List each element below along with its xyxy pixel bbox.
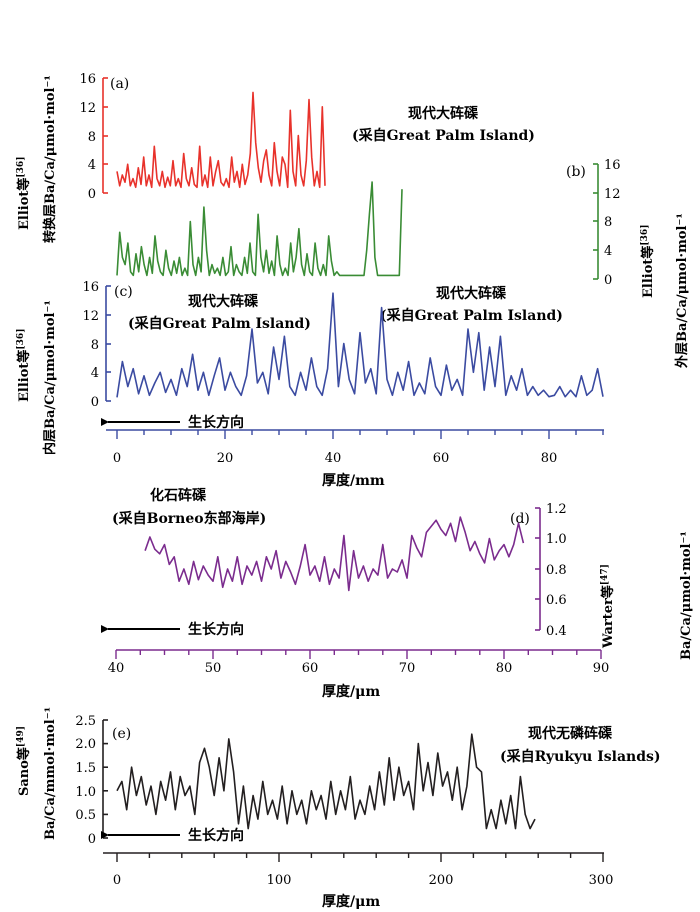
growth-direction-label-d: 生长方向 (188, 621, 244, 638)
panel-c-annotation-left-source: (采自Great Palm Island) (128, 315, 311, 332)
panel-a-ytick: 4 (88, 158, 96, 173)
panel-d-xtick: 90 (593, 661, 610, 676)
panel-a-ytick: 0 (88, 187, 96, 202)
panel-d-label: (d) (510, 511, 530, 527)
panel-e-ytick: 1.0 (75, 785, 96, 800)
panel-c-yaxis (105, 285, 111, 402)
panel-d-xtick: 50 (205, 661, 222, 676)
panel-c-ylabel: Elliot等[36] (16, 329, 32, 402)
panel-c-ytick: 0 (91, 395, 99, 410)
panel-e-ylabel: Sano等[49] (16, 726, 32, 796)
panel-d-ytick: 0.4 (546, 624, 567, 639)
panel-c-xtick: 40 (325, 451, 342, 466)
series-e-line (116, 733, 536, 830)
panel-b-ytick: 4 (604, 244, 612, 259)
panel-c-ytick: 16 (82, 280, 99, 295)
panel-d-yaxis (535, 507, 541, 631)
panel-d-xtick-marks (115, 650, 602, 659)
panel-e-xlabel: 厚度/μm (322, 893, 380, 910)
panel-e-xtick: 300 (589, 873, 614, 888)
panel-a-ylabel: Elliot等[36] (16, 157, 32, 230)
panel-c-xtick: 60 (433, 451, 450, 466)
panel-e-xtick: 0 (113, 873, 121, 888)
panel-c-label: (c) (114, 284, 133, 300)
panel-d-xtick: 80 (496, 661, 513, 676)
series-c-line (116, 292, 604, 398)
panel-b-ytick: 16 (604, 158, 621, 173)
panel-b: 0 4 8 12 16 (b) Elliot等[36] 外层Ba/Ca/μmol… (116, 158, 690, 369)
panel-d-annotation-source: (采自Borneo东部海岸) (112, 510, 266, 527)
panel-b-ytick: 0 (604, 273, 612, 288)
panel-e-annotation-source: (采自Ryukyu Islands) (500, 748, 661, 765)
panel-a-annotation-title: 现代大砗磲 (408, 105, 479, 122)
panel-c-xtick: 20 (217, 451, 234, 466)
panel-b-axis (593, 163, 599, 280)
panel-a-axis (102, 77, 108, 194)
panel-a-ytick: 16 (79, 72, 96, 87)
panel-d-annotation-title: 化石砗磲 (150, 487, 207, 504)
panel-c: 0 4 8 12 16 (c) Elliot等[36] 内层Ba/Ca/μmol… (16, 280, 604, 489)
panel-e-xtick-marks (116, 853, 604, 862)
series-d-line (144, 516, 525, 592)
panel-d-ylabel: Warter等[47] (600, 564, 616, 649)
panel-d-ytick: 1.2 (546, 502, 567, 517)
panel-e-yaxis (102, 719, 108, 839)
panel-e-label: (e) (112, 726, 131, 742)
panel-b-label: (b) (566, 164, 586, 180)
panel-b-ytick: 12 (604, 187, 621, 202)
panel-a-ylabel-unit: 转换层Ba/Ca/μmol·mol⁻¹ (42, 75, 58, 243)
series-b-line (116, 181, 403, 277)
panel-e-xtick: 200 (429, 873, 454, 888)
panel-d-xtick: 70 (399, 661, 416, 676)
panel-d: 化石砗磲 (采自Borneo东部海岸) (d) 0.4 0.6 0.8 1.0 … (101, 487, 694, 700)
panel-b-ytick: 8 (604, 215, 612, 230)
panel-d-ytick: 1.0 (546, 532, 567, 547)
panel-c-annotation-right-title: 现代大砗磲 (436, 285, 507, 302)
panel-b-ylabel-unit: 外层Ba/Ca/μmol·mol⁻¹ (674, 213, 690, 369)
panel-e-ytick: 2.0 (75, 737, 96, 752)
panel-c-ylabel-unit: 内层Ba/Ca/μmol·mol⁻¹ (42, 300, 58, 455)
panel-c-xlabel: 厚度/mm (322, 472, 385, 489)
panel-e-ytick: 0 (88, 832, 96, 847)
panel-d-ylabel-unit: Ba/Ca/μmol·mol⁻¹ (679, 531, 694, 660)
panel-d-ytick: 0.8 (546, 563, 567, 578)
panel-d-xtick: 40 (108, 661, 125, 676)
panel-c-ytick: 4 (91, 366, 99, 381)
panel-c-xtick: 80 (541, 451, 558, 466)
panel-c-xtick: 0 (113, 451, 121, 466)
panel-e-annotation-title: 现代无磷砗磲 (528, 725, 613, 742)
panel-c-xtick-marks (116, 430, 604, 439)
panel-d-ytick: 0.6 (546, 593, 567, 608)
panel-a-ytick: 12 (79, 101, 96, 116)
panel-d-xtick: 60 (302, 661, 319, 676)
panel-c-ytick: 8 (91, 338, 99, 353)
panel-a: 0 4 8 12 16 (a) Elliot等[36] 转换层Ba/Ca/μmo… (16, 72, 535, 243)
series-a-line (116, 91, 326, 189)
panel-e-ytick: 1.5 (75, 761, 96, 776)
panel-a-label: (a) (110, 76, 129, 92)
panel-e-ylabel-unit: Ba/Ca/mmol·mol⁻¹ (43, 707, 58, 840)
panel-e-xtick: 100 (267, 873, 292, 888)
panel-c-annotation-right-source: (采自Great Palm Island) (380, 307, 563, 324)
panel-c-ytick: 12 (82, 309, 99, 324)
panel-e-ytick: 0.5 (75, 808, 96, 823)
panel-a-ytick: 8 (88, 130, 96, 145)
panel-e: 0 0.5 1.0 1.5 2.0 2.5 (e) Sano等[49] Ba/C… (16, 707, 661, 910)
panel-c-annotation-left-title: 现代大砗磲 (188, 293, 259, 310)
panel-d-xlabel: 厚度/μm (322, 683, 380, 700)
growth-direction-label-c: 生长方向 (188, 414, 244, 431)
panel-e-ytick: 2.5 (75, 714, 96, 729)
panel-b-ylabel: Elliot等[36] (640, 225, 656, 298)
panel-a-annotation-source: (采自Great Palm Island) (352, 127, 535, 144)
growth-direction-label-e: 生长方向 (188, 827, 244, 844)
